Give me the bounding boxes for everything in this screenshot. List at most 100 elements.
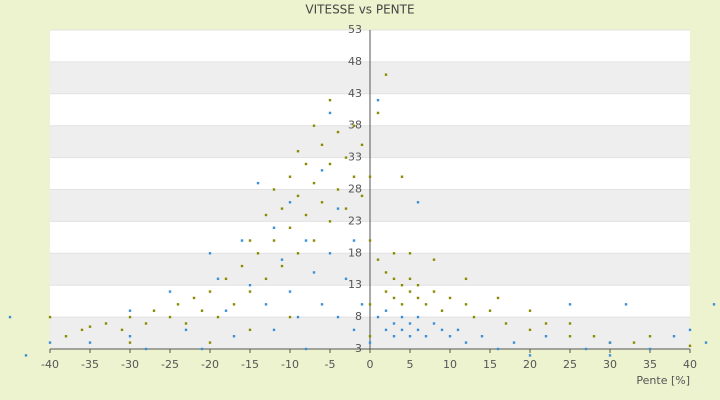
point [400,175,404,178]
point [88,325,92,328]
point [416,201,420,204]
point [144,347,148,351]
point [296,150,300,153]
point [104,322,108,325]
point [368,303,372,306]
point [368,341,372,344]
point [288,315,292,319]
point [704,341,708,344]
point [352,124,356,127]
point [608,341,612,344]
y-tick-label: 53 [348,23,362,36]
point [272,328,276,332]
point [424,335,428,338]
point [352,328,356,332]
point [480,335,484,338]
point [328,220,332,223]
point [496,296,500,300]
point [320,143,324,147]
point [216,315,220,319]
point [232,303,236,306]
point [224,277,228,281]
point [288,175,292,178]
point [248,284,252,287]
point [272,226,276,229]
point [128,335,132,338]
point [440,328,444,332]
point [336,188,340,191]
point [304,162,308,166]
point [224,309,228,312]
point [464,277,468,281]
point [248,328,252,332]
y-tick-label: 18 [348,246,362,259]
point [352,239,356,242]
point [328,162,332,166]
point [408,322,412,325]
point [416,296,420,300]
point [392,277,396,281]
point [424,303,428,306]
y-tick-label: 43 [348,87,362,100]
point [456,328,460,332]
x-tick-label: 15 [483,358,497,371]
chart-title: VITESSE vs PENTE [305,3,414,17]
point [688,328,692,332]
point [368,239,372,242]
point [24,354,28,357]
point [672,335,676,338]
point [448,296,452,300]
point [88,341,92,344]
point [288,290,292,293]
point [288,226,292,229]
point [48,315,52,319]
point [152,309,156,312]
point [312,271,316,274]
point [336,130,340,134]
point [304,347,308,351]
x-tick-label: -40 [41,358,59,371]
point [176,303,180,306]
point [264,303,268,306]
point [392,296,396,300]
point [360,143,364,147]
point [296,315,300,319]
point [528,309,532,312]
point [296,252,300,255]
point [464,303,468,306]
point [592,335,596,338]
point [336,315,340,319]
point [512,341,516,344]
point [568,322,572,325]
point [320,169,324,172]
point [312,239,316,242]
x-tick-label: -5 [325,358,336,371]
point [608,354,612,357]
point [376,258,380,261]
x-tick-label: 20 [523,358,537,371]
point [448,335,452,338]
point [272,239,276,242]
point [384,309,388,312]
point [168,315,172,319]
point [208,252,212,255]
point [400,303,404,306]
point [400,328,404,332]
point [128,315,132,319]
point [80,328,84,332]
x-tick-label: -25 [161,358,179,371]
point [432,322,436,325]
point [648,347,652,351]
point [376,98,380,102]
point [384,271,388,274]
x-tick-label: -10 [281,358,299,371]
point [496,347,500,351]
point [248,290,252,293]
point [144,322,148,325]
x-tick-label: 10 [443,358,457,371]
point [64,335,68,338]
point [528,354,532,357]
point [544,322,548,325]
y-tick-label: 13 [348,278,362,291]
